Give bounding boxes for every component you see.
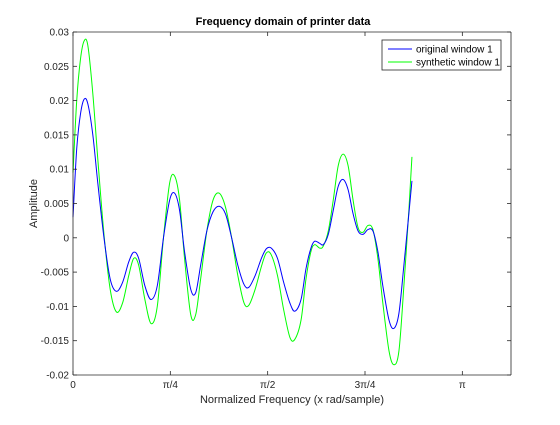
- x-tick-label: 0: [70, 380, 76, 391]
- x-tick-label: π/4: [163, 380, 179, 391]
- legend-box: [381, 39, 502, 71]
- y-tick-label: 0: [63, 233, 69, 244]
- x-axis-ticks: 0 π/4 π/2 3π/4 π: [70, 32, 466, 391]
- y-tick-label: -0.005: [41, 268, 70, 279]
- y-tick-label: -0.02: [46, 371, 69, 382]
- y-tick-label: 0.025: [44, 62, 69, 73]
- y-tick-label: -0.01: [46, 302, 69, 313]
- y-tick-label: 0.02: [50, 96, 70, 107]
- x-tick-label: 3π/4: [355, 380, 376, 391]
- series-line-original: [72, 97, 413, 330]
- chart-title: Frequency domain of printer data: [196, 16, 372, 28]
- series-line-synthetic: [72, 38, 413, 366]
- y-tick-label: 0.01: [50, 165, 70, 176]
- legend-label-original: original window 1: [416, 45, 493, 56]
- y-tick-label: 0.03: [50, 28, 70, 39]
- x-tick-label: π/2: [260, 380, 276, 391]
- y-tick-label: 0.015: [44, 130, 69, 141]
- y-tick-label: -0.015: [41, 336, 70, 347]
- series-layer: [72, 38, 413, 366]
- legend: original window 1 synthetic window 1: [381, 39, 502, 71]
- legend-label-synthetic: synthetic window 1: [416, 58, 500, 69]
- y-axis-label: Amplitude: [28, 179, 40, 228]
- y-tick-label: 0.005: [44, 199, 69, 210]
- plot-area: [73, 32, 511, 375]
- x-tick-label: π: [459, 380, 466, 391]
- x-axis-label: Normalized Frequency (x rad/sample): [200, 394, 384, 406]
- y-axis-ticks: -0.02 -0.015 -0.01 -0.005 0 0.005 0.01 0.015 0.0…: [41, 28, 511, 382]
